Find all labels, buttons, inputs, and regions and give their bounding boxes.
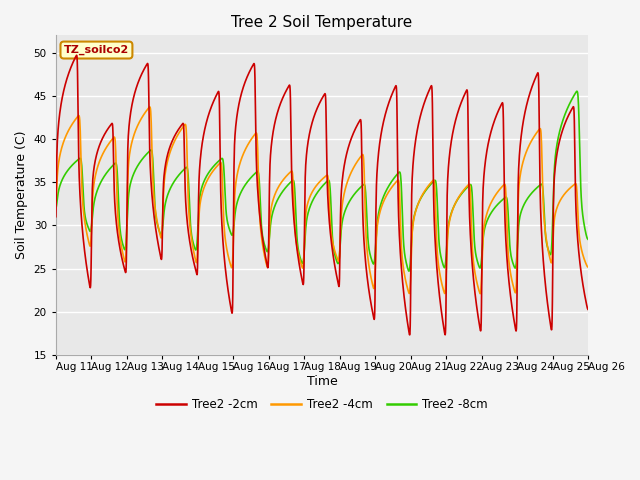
Tree2 -4cm xyxy=(349,166,356,172)
Tree2 -4cm xyxy=(52,201,60,206)
Tree2 -4cm xyxy=(337,214,345,219)
Tree2 -8cm xyxy=(200,178,208,184)
Tree2 -2cm xyxy=(52,214,60,219)
Legend: Tree2 -2cm, Tree2 -4cm, Tree2 -8cm: Tree2 -2cm, Tree2 -4cm, Tree2 -8cm xyxy=(152,394,493,416)
Tree2 -2cm xyxy=(406,332,413,338)
Y-axis label: Soil Temperature (C): Soil Temperature (C) xyxy=(15,131,28,259)
Tree2 -2cm xyxy=(200,128,208,133)
Tree2 -4cm xyxy=(146,104,154,110)
X-axis label: Time: Time xyxy=(307,374,337,388)
Tree2 -8cm xyxy=(584,236,592,242)
Text: TZ_soilco2: TZ_soilco2 xyxy=(64,45,129,55)
Line: Tree2 -2cm: Tree2 -2cm xyxy=(56,55,588,335)
Tree2 -4cm xyxy=(538,135,545,141)
Tree2 -8cm xyxy=(337,230,345,236)
Tree2 -8cm xyxy=(349,194,356,200)
Title: Tree 2 Soil Temperature: Tree 2 Soil Temperature xyxy=(231,15,413,30)
Tree2 -2cm xyxy=(552,157,560,163)
Tree2 -8cm xyxy=(573,88,581,94)
Tree2 -2cm xyxy=(73,52,81,58)
Tree2 -8cm xyxy=(552,149,560,155)
Line: Tree2 -8cm: Tree2 -8cm xyxy=(56,91,588,271)
Tree2 -4cm xyxy=(477,289,484,295)
Tree2 -2cm xyxy=(349,132,356,138)
Tree2 -4cm xyxy=(200,184,208,190)
Tree2 -8cm xyxy=(52,206,60,212)
Tree2 -2cm xyxy=(477,328,484,334)
Tree2 -2cm xyxy=(337,191,345,197)
Tree2 -4cm xyxy=(584,264,592,270)
Tree2 -2cm xyxy=(538,225,545,230)
Tree2 -4cm xyxy=(552,208,560,214)
Tree2 -4cm xyxy=(476,291,484,297)
Tree2 -2cm xyxy=(584,306,592,312)
Tree2 -8cm xyxy=(405,268,413,274)
Tree2 -8cm xyxy=(477,264,484,270)
Tree2 -8cm xyxy=(537,181,545,187)
Line: Tree2 -4cm: Tree2 -4cm xyxy=(56,107,588,294)
